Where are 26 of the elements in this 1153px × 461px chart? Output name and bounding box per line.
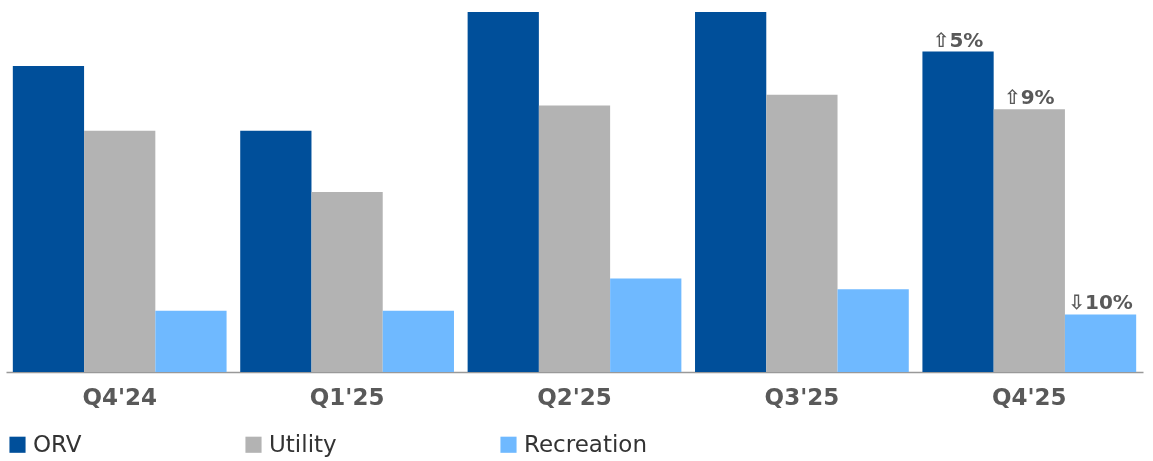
legend-label: Recreation — [524, 430, 647, 457]
annotation: ⇩10% — [1068, 290, 1133, 315]
bar — [382, 310, 454, 372]
bar — [695, 12, 767, 372]
bar — [84, 130, 156, 372]
x-tick-label: Q3'25 — [764, 383, 840, 410]
bar — [12, 66, 85, 372]
bar — [766, 94, 838, 372]
annotation: ⇧5% — [932, 27, 984, 52]
bar — [538, 105, 611, 372]
legend-label: ORV — [33, 430, 82, 457]
bar — [993, 109, 1065, 372]
bar — [922, 51, 994, 372]
x-tick-label: Q4'24 — [82, 383, 157, 410]
x-tick-label: Q1'25 — [309, 383, 385, 410]
annotation: ⇧9% — [1003, 85, 1055, 110]
bar — [311, 192, 383, 372]
bar — [837, 289, 909, 372]
x-tick-label: Q2'25 — [537, 383, 612, 410]
bar — [240, 130, 312, 372]
bar — [467, 12, 539, 372]
bar — [610, 278, 682, 372]
x-tick-label: Q4'25 — [992, 383, 1067, 410]
bar — [155, 310, 227, 372]
bar — [1064, 314, 1137, 372]
legend-label: Utility — [269, 430, 337, 457]
